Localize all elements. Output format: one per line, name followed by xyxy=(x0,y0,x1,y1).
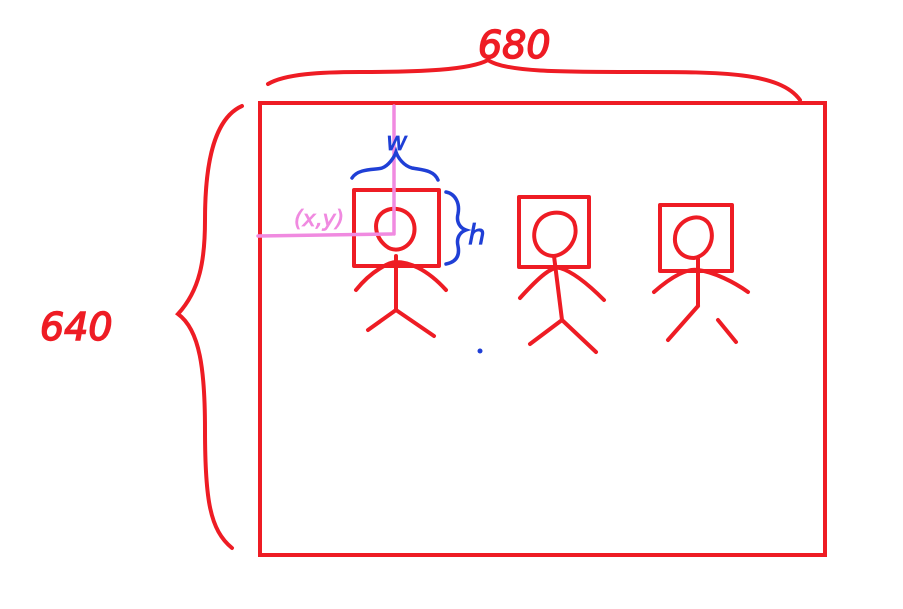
person-3 xyxy=(652,203,750,344)
person-1 xyxy=(352,188,448,338)
origin-marker xyxy=(256,104,396,238)
width-brace xyxy=(266,57,802,102)
height-label: 640 xyxy=(40,305,113,349)
w-label: w xyxy=(386,127,408,157)
height-brace xyxy=(175,104,244,550)
h-label: h xyxy=(468,218,486,251)
head-1 xyxy=(374,207,417,252)
h-brace xyxy=(444,190,472,266)
body-1 xyxy=(354,254,448,338)
image-frame xyxy=(258,101,827,557)
head-3 xyxy=(673,215,714,260)
stray-dot xyxy=(477,348,483,354)
origin-horizontal-line xyxy=(256,232,394,238)
width-label: 680 xyxy=(478,23,551,67)
head-2 xyxy=(532,210,578,258)
person-2 xyxy=(517,195,606,354)
w-brace xyxy=(350,146,440,182)
body-3 xyxy=(652,256,750,344)
body-2 xyxy=(518,254,606,354)
origin-label: (x,y) xyxy=(294,207,344,232)
